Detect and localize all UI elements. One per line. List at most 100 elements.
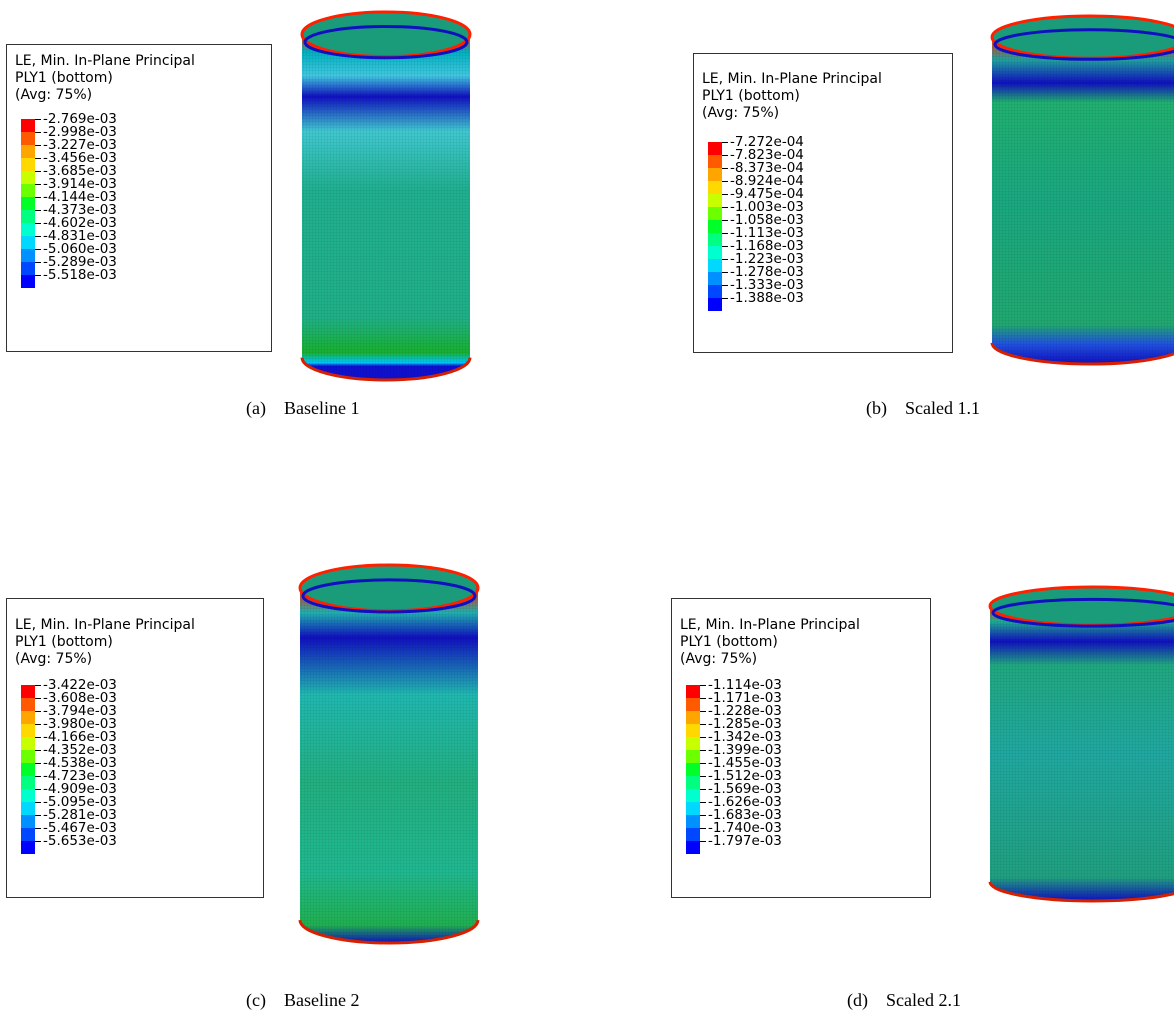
color-band <box>21 275 35 288</box>
scale-tick <box>700 698 706 699</box>
scale-value: -5.467e-03 <box>43 820 117 836</box>
caption-a: (a) Baseline 1 <box>246 398 360 418</box>
scale-tick <box>722 298 728 299</box>
color-band <box>21 763 35 776</box>
cylinder-mesh <box>992 37 1174 364</box>
scale-tick <box>700 685 706 686</box>
color-band <box>708 272 722 285</box>
scale-value: -3.914e-03 <box>43 176 117 192</box>
scale-value: -4.723e-03 <box>43 768 117 784</box>
color-band <box>708 168 722 181</box>
scale-tick <box>35 210 41 211</box>
color-band <box>21 184 35 197</box>
scale-value: -1.399e-03 <box>708 742 782 758</box>
cylinder-bottom-rim <box>990 342 1174 366</box>
scale-value: -5.518e-03 <box>43 267 117 283</box>
cylinder-inner-band <box>303 25 469 60</box>
scale-value: -1.171e-03 <box>708 690 782 706</box>
color-band <box>21 815 35 828</box>
cylinder-svg <box>988 585 1174 903</box>
scale-tick <box>35 698 41 699</box>
scale-value: -1.278e-03 <box>730 264 804 280</box>
color-band <box>21 711 35 724</box>
color-band <box>708 246 722 259</box>
scale-value: -7.823e-04 <box>730 147 804 163</box>
cylinder-inner-band <box>301 578 477 614</box>
scale-tick <box>722 233 728 234</box>
cylinder-bottom-rim <box>298 919 480 945</box>
color-band <box>686 828 700 841</box>
scale-tick <box>35 828 41 829</box>
scale-value: -1.626e-03 <box>708 794 782 810</box>
scale-tick <box>700 841 706 842</box>
scale-tick <box>722 207 728 208</box>
scale-value: -3.980e-03 <box>43 716 117 732</box>
scale-value: -1.168e-03 <box>730 238 804 254</box>
scale-tick <box>35 197 41 198</box>
legend-panel-b: LE, Min. In-Plane Principal PLY1 (bottom… <box>693 53 953 353</box>
scale-tick <box>35 802 41 803</box>
cylinder-contour-a <box>300 10 472 382</box>
color-band <box>686 750 700 763</box>
scale-tick <box>722 259 728 260</box>
color-band <box>21 724 35 737</box>
color-band <box>21 119 35 132</box>
color-band <box>21 737 35 750</box>
cylinder-bottom-rim <box>988 881 1174 903</box>
scale-tick <box>700 815 706 816</box>
color-band <box>708 142 722 155</box>
scale-tick <box>35 171 41 172</box>
color-band <box>21 249 35 262</box>
cylinder-mesh <box>300 587 478 943</box>
scale-value: -3.227e-03 <box>43 137 117 153</box>
scale-value: -4.602e-03 <box>43 215 117 231</box>
scale-value: -1.058e-03 <box>730 212 804 228</box>
scale-value: -3.608e-03 <box>43 690 117 706</box>
scale-tick <box>700 724 706 725</box>
scale-value: -1.512e-03 <box>708 768 782 784</box>
scale-value: -1.223e-03 <box>730 251 804 267</box>
cylinder-contour-c <box>298 563 480 945</box>
color-band <box>708 259 722 272</box>
legend-panel-d: LE, Min. In-Plane Principal PLY1 (bottom… <box>671 598 931 898</box>
scale-value: -2.769e-03 <box>43 111 117 127</box>
color-band <box>686 776 700 789</box>
scale-tick <box>35 737 41 738</box>
scale-value: -4.538e-03 <box>43 755 117 771</box>
color-band <box>21 132 35 145</box>
scale-tick <box>722 246 728 247</box>
legend-subtitle: PLY1 (bottom) <box>15 634 113 650</box>
cylinder-bottom-rim <box>300 357 472 382</box>
scale-value: -5.281e-03 <box>43 807 117 823</box>
scale-tick <box>700 711 706 712</box>
scale-tick <box>35 763 41 764</box>
legend-panel-a: LE, Min. In-Plane Principal PLY1 (bottom… <box>6 44 272 352</box>
scale-value: -7.272e-04 <box>730 134 804 150</box>
color-band <box>686 815 700 828</box>
color-band <box>708 194 722 207</box>
scale-tick <box>35 789 41 790</box>
color-band <box>708 298 722 311</box>
color-band <box>686 685 700 698</box>
scale-value: -4.831e-03 <box>43 228 117 244</box>
legend-title: LE, Min. In-Plane Principal <box>680 617 860 633</box>
scale-tick <box>35 776 41 777</box>
scale-value: -4.909e-03 <box>43 781 117 797</box>
scale-value: -2.998e-03 <box>43 124 117 140</box>
color-band <box>708 155 722 168</box>
scale-tick <box>35 145 41 146</box>
scale-value: -1.388e-03 <box>730 290 804 306</box>
scale-tick <box>35 249 41 250</box>
scale-tick <box>722 142 728 143</box>
scale-value: -1.228e-03 <box>708 703 782 719</box>
scale-value: -4.166e-03 <box>43 729 117 745</box>
color-band <box>21 210 35 223</box>
scale-tick <box>35 841 41 842</box>
scale-tick <box>35 158 41 159</box>
color-band <box>686 789 700 802</box>
scale-value: -1.113e-03 <box>730 225 804 241</box>
color-band <box>686 724 700 737</box>
scale-tick <box>35 262 41 263</box>
caption-d: (d) Scaled 2.1 <box>847 990 961 1010</box>
scale-tick <box>35 236 41 237</box>
